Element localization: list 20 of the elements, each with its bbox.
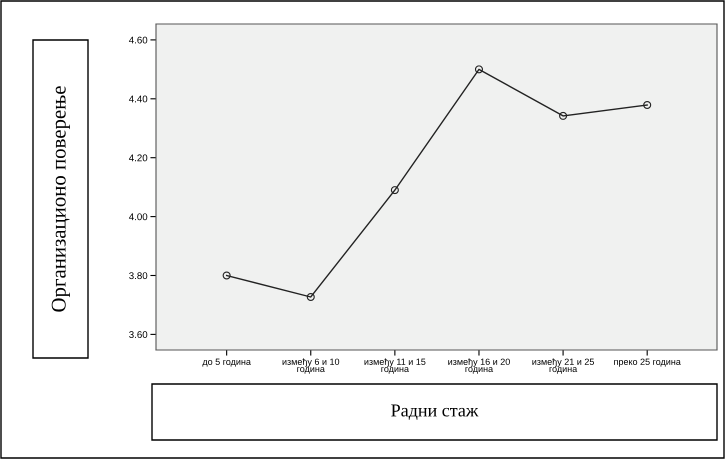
x-axis-title: Радни стаж [391,404,478,420]
point [306,292,315,302]
point [643,100,652,110]
x-tick-label: између 11 и 15 година [364,358,426,374]
x-tick-label: између 21 и 25 година [532,358,594,374]
y-tick-label: 4.00 [128,213,148,220]
y-tick-label: 3.80 [129,272,148,280]
y-axis-title: Организационо поверење [52,86,70,312]
x-tick-label: преко 25 година [614,358,681,367]
y-tick-label: 4.60 [128,36,148,44]
x-tick-label: до 5 година [202,358,251,367]
y-tick-label: 4.40 [128,96,148,102]
point [390,186,399,194]
y-tick-label: 4.20 [128,154,148,162]
y-tick-label: 3.60 [129,331,148,338]
point [474,65,483,74]
point [222,271,231,280]
x-tick-label: између 16 и 20 година [448,358,510,374]
point [559,112,568,120]
x-tick-label: између 6 и 10 година [282,358,340,374]
